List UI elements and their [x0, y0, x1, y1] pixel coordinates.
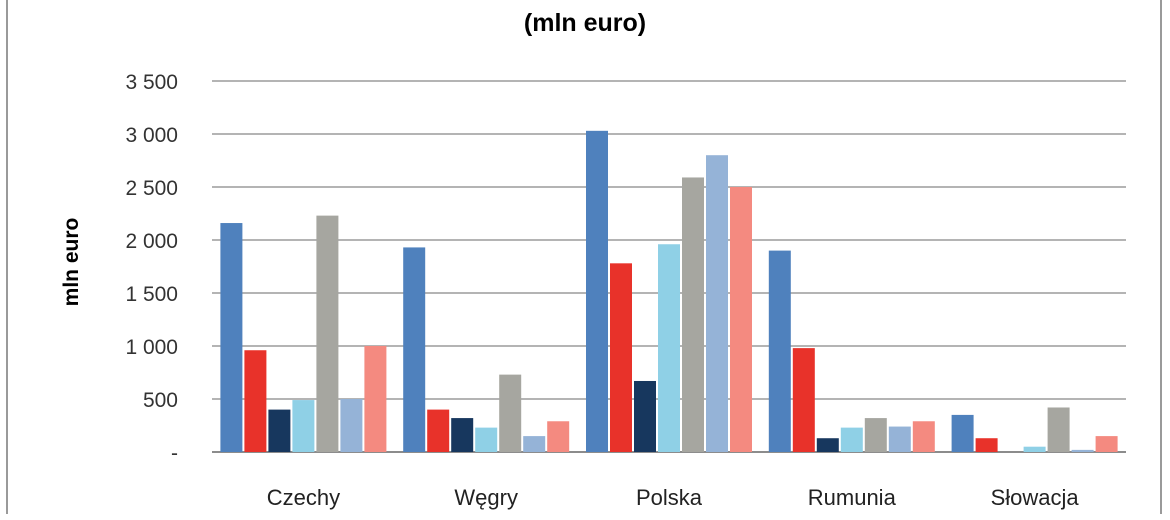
x-category-label: Czechy: [267, 485, 340, 510]
bar: [451, 418, 474, 452]
bar: [475, 427, 498, 452]
x-category-label: Rumunia: [808, 485, 897, 510]
bar: [427, 409, 450, 452]
bar: [634, 380, 656, 452]
y-tick-label: 1 500: [125, 283, 178, 306]
bar: [1047, 407, 1070, 452]
bar: [951, 414, 974, 452]
bar: [658, 244, 680, 452]
chart-frame: [6, 0, 1162, 514]
bars: [220, 130, 1118, 452]
y-tick-label: 2 500: [125, 177, 178, 200]
bar: [768, 250, 791, 452]
bar: [586, 130, 608, 452]
bar: [364, 346, 387, 452]
bar: [730, 187, 752, 452]
bar: [912, 421, 935, 452]
y-axis-ticks: - 500 1 000 1 500 2 000 2 500 3 000 3 500: [125, 71, 178, 465]
y-tick-label: 3 500: [125, 71, 178, 94]
x-category-label: Słowacja: [991, 485, 1080, 510]
bar: [1095, 436, 1118, 452]
bar: [340, 399, 363, 452]
y-tick-label: 500: [143, 389, 178, 412]
bar: [499, 374, 522, 452]
bar: [1023, 446, 1046, 452]
x-axis-categories: Czechy Węgry Polska Rumunia Słowacja: [267, 485, 1080, 510]
bar: [403, 247, 426, 452]
y-tick-label: 3 000: [125, 124, 178, 147]
bar: [316, 215, 339, 452]
y-tick-label: 1 000: [125, 336, 178, 359]
bar: [268, 409, 291, 452]
bar: [523, 436, 546, 452]
bar: [1071, 449, 1094, 452]
bar: [864, 418, 887, 452]
bar: [706, 155, 728, 452]
bar: [244, 350, 267, 452]
bar: [816, 438, 839, 452]
bar: [220, 223, 243, 452]
x-category-label: Węgry: [454, 485, 518, 510]
bar: [610, 263, 632, 452]
bar: [888, 426, 911, 452]
x-category-label: Polska: [636, 485, 703, 510]
bar: [547, 421, 570, 452]
y-tick-label: 2 000: [125, 230, 178, 253]
y-axis-label: mln euro: [60, 218, 83, 307]
bar: [975, 438, 998, 452]
bar: [682, 177, 704, 452]
bar: [792, 348, 815, 452]
chart-title: (mln euro): [524, 9, 646, 37]
bar: [840, 427, 863, 452]
bar: [292, 400, 315, 452]
y-tick-label: -: [171, 442, 178, 465]
